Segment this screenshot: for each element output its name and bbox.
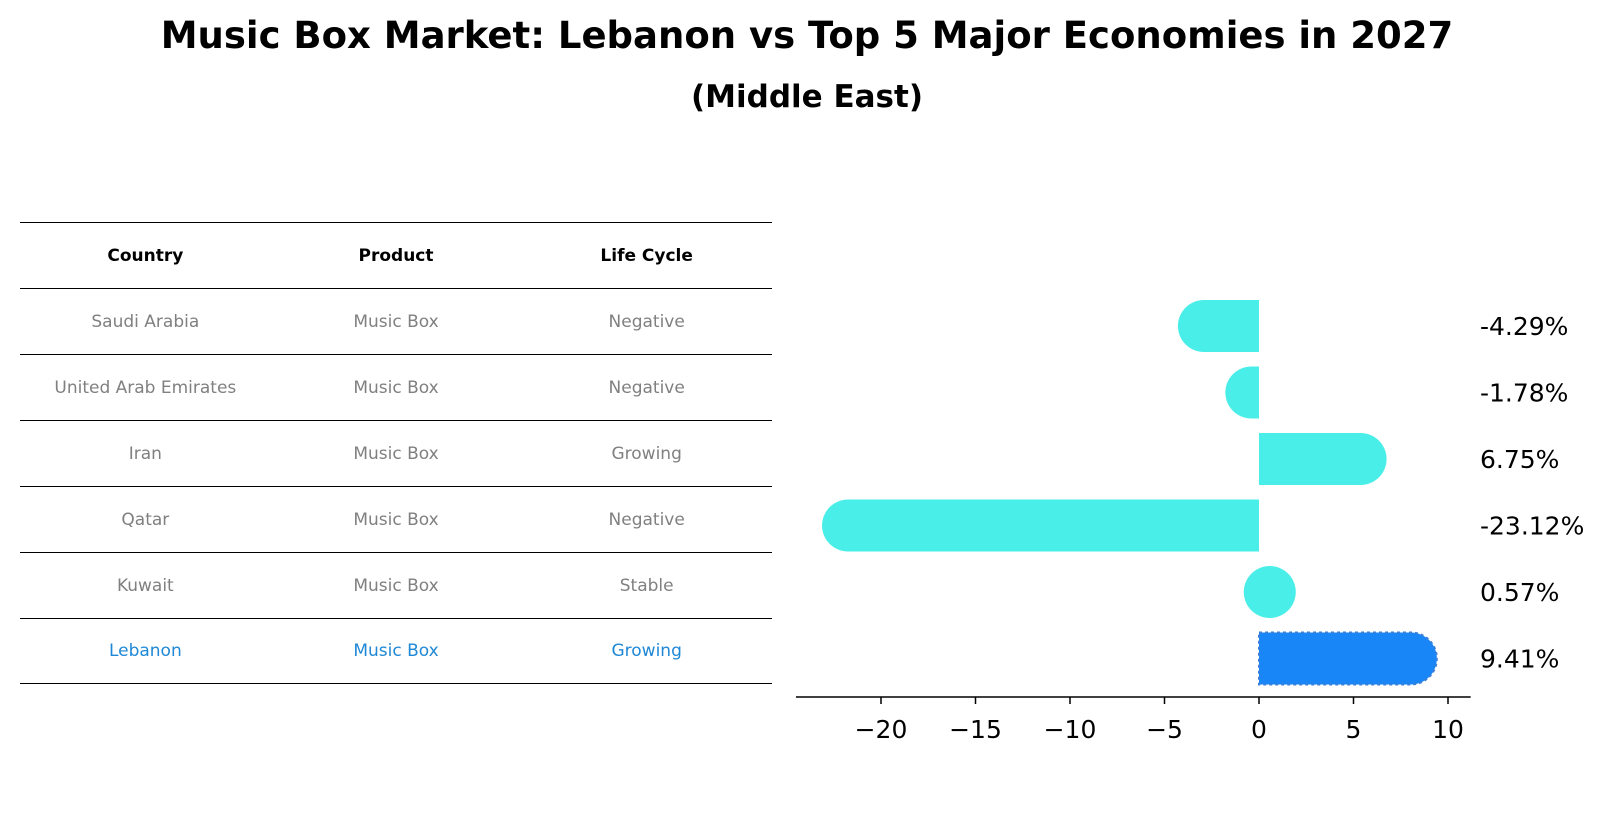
- table-header-cell: Country: [107, 245, 184, 266]
- table-cell: United Arab Emirates: [54, 377, 237, 398]
- table-cell: Stable: [619, 575, 674, 596]
- table-cell: Music Box: [353, 509, 439, 530]
- bar: [822, 499, 1259, 552]
- table-cell: Music Box: [353, 443, 439, 464]
- bar: [1177, 300, 1259, 352]
- table-cell: Negative: [608, 311, 685, 332]
- value-label: 6.75%: [1480, 445, 1559, 474]
- table-cell: Music Box: [353, 575, 439, 596]
- table-cell: Lebanon: [108, 641, 182, 661]
- table-row: Saudi Arabia Music Box Negative: [20, 288, 772, 354]
- bar: [1258, 631, 1438, 686]
- table-row: Qatar Music Box Negative: [20, 486, 772, 552]
- table-cell: Negative: [608, 377, 685, 398]
- x-tick-label: 10: [1432, 715, 1464, 744]
- x-tick-label: −5: [1146, 715, 1183, 744]
- table-cell: Music Box: [353, 377, 439, 398]
- data-table: Country Product Life Cycle Saudi Arabia …: [20, 222, 772, 684]
- table-cell: Growing: [611, 641, 682, 661]
- value-label: 0.57%: [1480, 578, 1559, 607]
- x-tick-label: −15: [949, 715, 1002, 744]
- table-header-row: Country Product Life Cycle: [20, 222, 772, 288]
- value-label: 9.41%: [1480, 645, 1559, 674]
- table-cell: Music Box: [353, 311, 439, 332]
- bar: [1225, 366, 1259, 419]
- table-cell: Kuwait: [116, 575, 174, 596]
- value-label: -4.29%: [1480, 312, 1568, 341]
- table-cell: Saudi Arabia: [91, 311, 200, 332]
- table-cell: Growing: [611, 443, 682, 464]
- x-tick-label: 0: [1251, 715, 1267, 744]
- bar: [1243, 566, 1296, 618]
- table-row: United Arab Emirates Music Box Negative: [20, 354, 772, 420]
- x-tick-label: −20: [855, 715, 908, 744]
- chart-subtitle: (Middle East): [690, 79, 923, 115]
- table-row: Iran Music Box Growing: [20, 420, 772, 486]
- value-label: -1.78%: [1480, 379, 1568, 408]
- table-row-highlight: Lebanon Music Box Growing: [20, 618, 772, 684]
- table-cell: Iran: [128, 443, 162, 464]
- table-cell: Negative: [608, 509, 685, 530]
- table-cell: Music Box: [353, 641, 439, 661]
- x-tick-label: 5: [1346, 715, 1362, 744]
- value-label: -23.12%: [1480, 512, 1584, 541]
- table-cell: Qatar: [121, 509, 170, 530]
- table-header-cell: Life Cycle: [600, 245, 693, 266]
- table-header-cell: Product: [358, 245, 434, 266]
- chart-title: Music Box Market: Lebanon vs Top 5 Major…: [160, 14, 1454, 57]
- bar: [1259, 433, 1387, 485]
- table-row: Kuwait Music Box Stable: [20, 552, 772, 618]
- x-tick-label: −10: [1044, 715, 1097, 744]
